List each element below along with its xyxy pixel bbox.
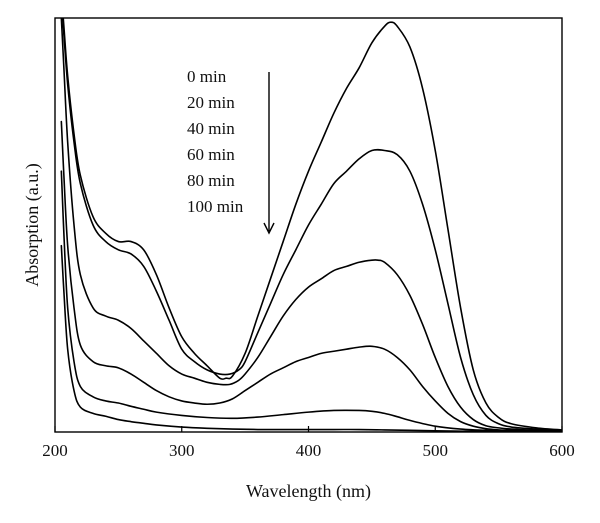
legend-entry-1: 0 min xyxy=(187,67,227,86)
series-layer xyxy=(61,0,562,432)
legend-entry-4: 60 min xyxy=(187,145,235,164)
legend-entry-5: 80 min xyxy=(187,171,235,190)
x-tick-label: 400 xyxy=(296,441,322,460)
series-line-4 xyxy=(61,122,562,432)
series-line-3 xyxy=(61,18,562,431)
legend-entry-3: 40 min xyxy=(187,119,235,138)
series-line-5 xyxy=(61,171,562,431)
series-line-2 xyxy=(61,1,562,430)
y-axis-label: Absorption (a.u.) xyxy=(22,163,43,286)
legend-entry-6: 100 min xyxy=(187,197,244,216)
time-arrow xyxy=(264,72,274,233)
x-tick-label: 600 xyxy=(549,441,575,460)
x-tick-label: 200 xyxy=(42,441,68,460)
series-line-1 xyxy=(61,0,562,430)
x-tick-label: 300 xyxy=(169,441,195,460)
legend-entry-2: 20 min xyxy=(187,93,235,112)
legend: 0 min 20 min 40 min 60 min 80 min 100 min xyxy=(187,67,244,216)
x-tick-label: 500 xyxy=(423,441,449,460)
x-axis-label: Wavelength (nm) xyxy=(246,481,371,502)
